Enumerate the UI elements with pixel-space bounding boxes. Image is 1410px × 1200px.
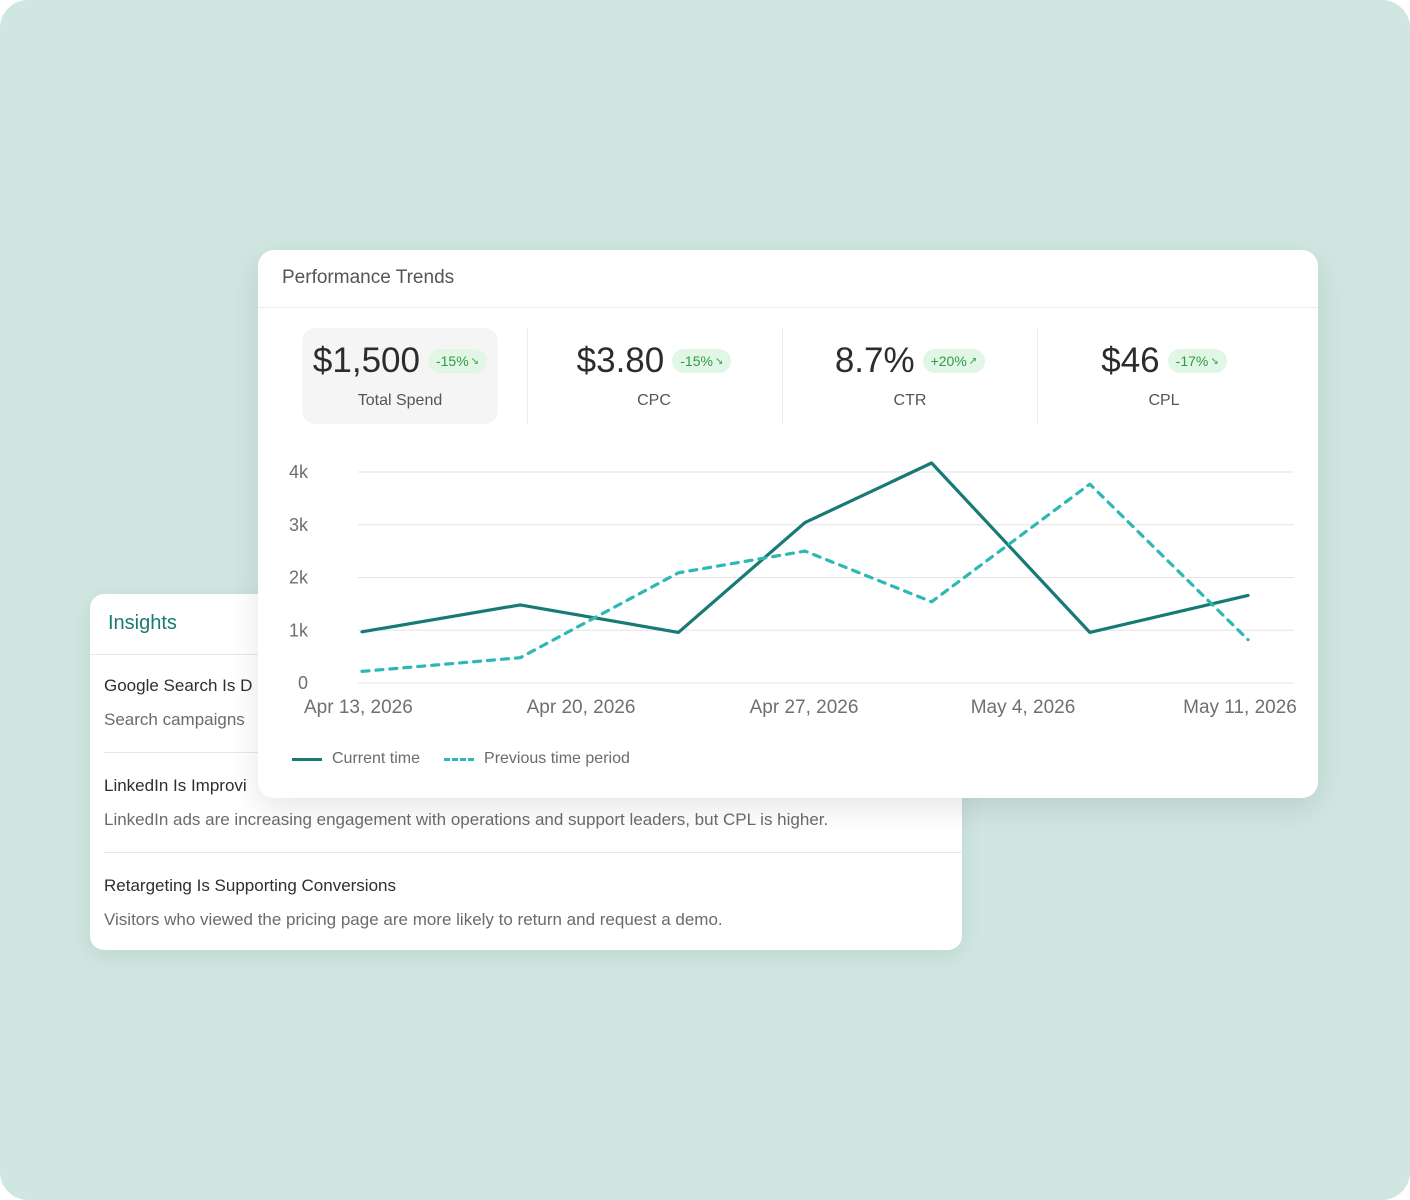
trend-up-icon: ↗ (968, 355, 978, 367)
kpi-divider (1037, 328, 1038, 424)
chart-legend: Current time Previous time period (292, 750, 654, 768)
kpi-value: $3.80 (576, 341, 665, 380)
y-tick-label: 3k (289, 515, 309, 535)
kpi-label: Total Spend (357, 392, 443, 409)
kpi-ctr[interactable]: 8.7% +20% ↗ CTR (804, 328, 1016, 424)
kpi-cpc[interactable]: $3.80 -15% ↘ CPC (548, 328, 760, 424)
y-tick-label: 4k (289, 462, 309, 482)
x-tick-label: Apr 27, 2026 (750, 697, 859, 718)
y-tick-label: 1k (289, 620, 309, 640)
y-tick-label: 2k (289, 568, 309, 588)
kpi-divider (527, 328, 528, 424)
insight-title: LinkedIn Is Improvi (104, 776, 247, 795)
kpi-value: $1,500 (312, 341, 420, 380)
x-tick-label: May 4, 2026 (971, 697, 1076, 718)
kpi-change-badge: +20% ↗ (922, 349, 986, 373)
kpi-change-badge: -15% ↘ (427, 349, 488, 373)
insight-description: Visitors who viewed the pricing page are… (104, 910, 723, 929)
card-title: Performance Trends (282, 267, 455, 288)
kpi-change-value: -15% (435, 353, 469, 369)
legend-solid-swatch (292, 757, 322, 761)
card-header-divider (258, 307, 1318, 308)
kpi-label: CTR (893, 392, 927, 409)
kpi-value: 8.7% (834, 341, 915, 380)
legend-label: Current time (332, 750, 421, 767)
performance-trends-card: Performance Trends $1,500 -15% ↘ Total S… (258, 250, 1318, 798)
x-tick-label: Apr 13, 2026 (304, 697, 413, 718)
y-tick-label: 0 (298, 673, 308, 693)
kpi-change-value: -15% (680, 353, 713, 369)
insight-divider (104, 852, 962, 853)
insight-description: Search campaigns (104, 710, 245, 729)
legend-item-current[interactable]: Current time (292, 750, 420, 768)
insight-item-google[interactable]: Google Search Is D Search campaigns (104, 676, 962, 730)
kpi-total-spend[interactable]: $1,500 -15% ↘ Total Spend (302, 328, 498, 424)
kpi-change-value: +20% (930, 353, 967, 369)
insight-item-linkedin[interactable]: LinkedIn Is Improvi LinkedIn ads are inc… (104, 776, 962, 830)
kpi-divider (782, 328, 783, 424)
kpi-label: CPC (637, 392, 671, 409)
trend-down-icon: ↘ (1210, 355, 1219, 367)
insight-description: LinkedIn ads are increasing engagement w… (104, 810, 829, 829)
trend-down-icon: ↘ (470, 355, 480, 367)
kpi-label: CPL (1148, 392, 1180, 409)
x-tick-label: May 11, 2026 (1183, 697, 1297, 718)
insight-title: Google Search Is D (104, 676, 253, 695)
performance-line-chart: 0 1k 2k 3k 4k Apr 13, 2026 Apr 20, 2026 Apr 27,… (289, 461, 1297, 718)
series-line-current (360, 461, 1250, 634)
kpi-cpl[interactable]: $46 -17% ↘ CPL (1058, 328, 1270, 424)
kpi-change-value: -17% (1175, 353, 1209, 369)
insights-title: Insights (108, 612, 177, 634)
kpi-value: $46 (1101, 341, 1160, 380)
trend-down-icon: ↘ (714, 355, 724, 367)
legend-label: Previous time period (484, 750, 630, 767)
kpi-change-badge: -15% ↘ (672, 349, 732, 373)
kpi-change-badge: -17% ↘ (1167, 349, 1227, 373)
x-tick-label: Apr 20, 2026 (527, 697, 636, 718)
legend-dashed-swatch (444, 757, 475, 761)
insight-item-retargeting[interactable]: Retargeting Is Supporting Conversions Vi… (104, 876, 962, 930)
legend-item-previous[interactable]: Previous time period (444, 750, 630, 768)
insight-title: Retargeting Is Supporting Conversions (104, 876, 396, 895)
